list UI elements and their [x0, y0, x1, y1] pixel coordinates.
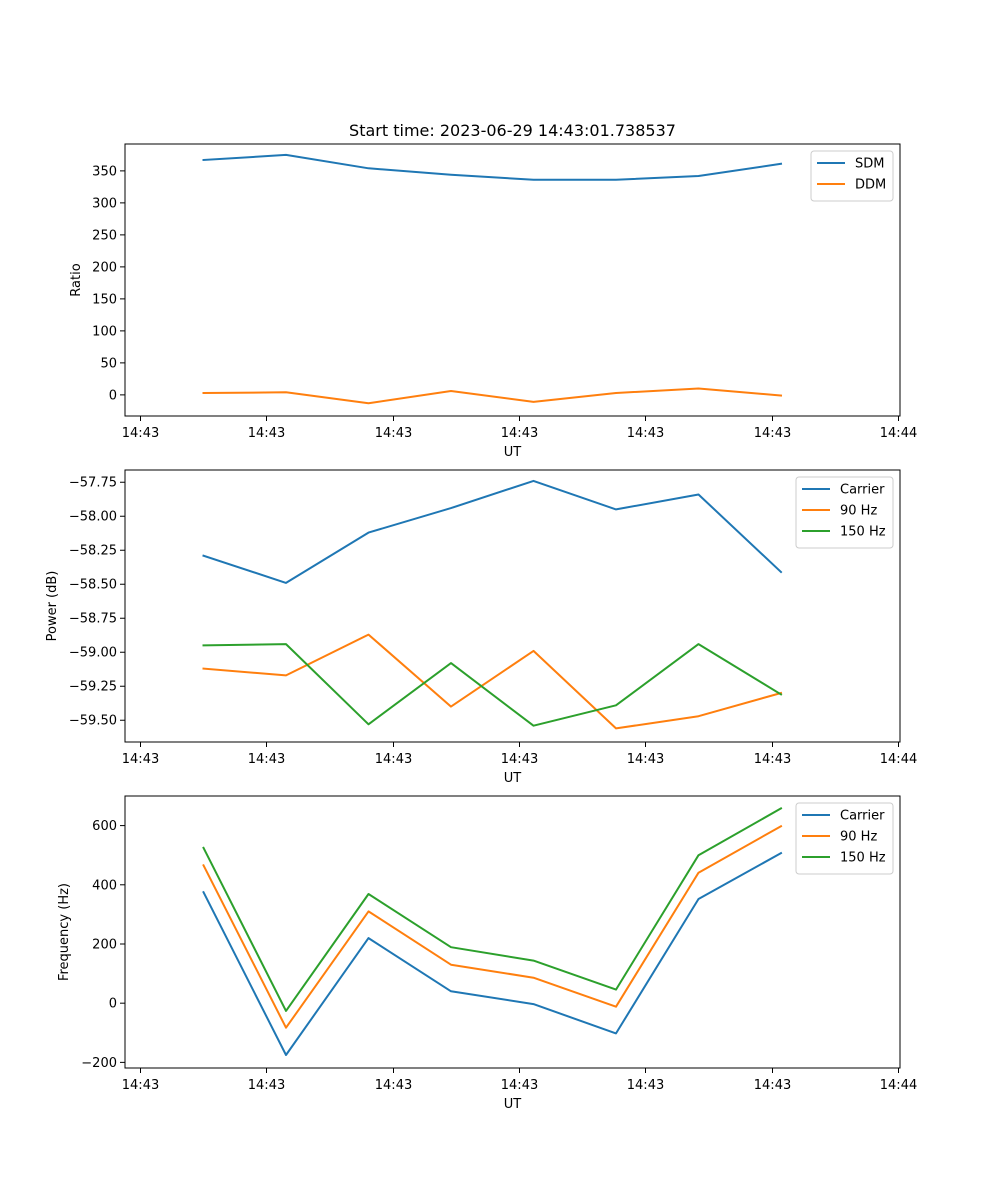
legend: SDM DDM	[810, 150, 894, 202]
x-tick-label: 14:43	[754, 752, 791, 767]
y-tick-label: −57.75	[69, 476, 117, 491]
y-tick-label: 50	[100, 356, 117, 371]
series-line-150-hz	[202, 643, 783, 727]
x-tick-label: 14:43	[627, 426, 664, 441]
y-tick-label: −59.25	[69, 680, 117, 695]
x-tick-label: 14:43	[627, 1078, 664, 1093]
y-tick-label: −59.00	[69, 646, 117, 661]
x-axis-label: UT	[504, 445, 522, 460]
legend-label: 150 Hz	[840, 525, 886, 540]
x-tick-label: 14:43	[122, 1078, 159, 1093]
x-tick-label: 14:44	[880, 752, 917, 767]
series-line-sdm	[202, 153, 783, 181]
y-tick-label: −58.75	[69, 612, 117, 627]
x-axis-label: UT	[504, 771, 522, 786]
x-tick-label: 14:43	[627, 752, 664, 767]
x-tick-label: 14:43	[501, 426, 538, 441]
x-tick-label: 14:43	[375, 426, 412, 441]
legend-label: Carrier	[840, 483, 885, 498]
axes-frame	[124, 795, 901, 1069]
chart-panel-1: 14:43 14:43 14:43 14:43 14:43 14:43 14:44 0 50 10…	[69, 143, 917, 460]
y-tick-label: 300	[92, 196, 117, 211]
y-tick-label: 400	[92, 878, 117, 893]
x-tick-label: 14:43	[248, 752, 285, 767]
y-tick-label: −200	[81, 1056, 117, 1071]
x-tick-label: 14:43	[375, 1078, 412, 1093]
x-tick-label: 14:43	[375, 752, 412, 767]
y-tick-label: 0	[109, 997, 117, 1012]
legend: Carrier 90 Hz 150 Hz	[795, 802, 894, 875]
y-tick-label: 350	[92, 164, 117, 179]
series-line-carrier	[202, 851, 783, 1056]
y-tick-label: 250	[92, 228, 117, 243]
x-tick-label: 14:43	[122, 426, 159, 441]
legend-label: 90 Hz	[840, 504, 877, 519]
y-axis-label: Ratio	[69, 263, 84, 296]
y-tick-label: −59.50	[69, 714, 117, 729]
y-tick-label: 150	[92, 292, 117, 307]
y-axis-label: Frequency (Hz)	[57, 883, 72, 981]
y-tick-label: 200	[92, 937, 117, 952]
y-tick-label: −58.00	[69, 510, 117, 525]
legend-label: 150 Hz	[840, 851, 886, 866]
legend: Carrier 90 Hz 150 Hz	[795, 476, 894, 549]
x-tick-label: 14:43	[501, 1078, 538, 1093]
axes-frame	[124, 469, 901, 743]
y-tick-label: 200	[92, 260, 117, 275]
x-tick-label: 14:43	[754, 1078, 791, 1093]
chart-panel-3: 14:43 14:43 14:43 14:43 14:43 14:43 14:44 −200 0…	[57, 795, 917, 1112]
chart-panel-2: 14:43 14:43 14:43 14:43 14:43 14:43 14:44 −57.7…	[45, 469, 917, 786]
x-tick-label: 14:43	[122, 752, 159, 767]
legend-label: SDM	[855, 157, 884, 172]
series-line-90-hz	[202, 824, 783, 1029]
y-tick-label: 100	[92, 324, 117, 339]
y-tick-label: −58.50	[69, 578, 117, 593]
series-line-carrier	[202, 479, 783, 584]
legend-label: DDM	[855, 178, 886, 193]
series-line-150-hz	[202, 807, 783, 1012]
legend-label: Carrier	[840, 809, 885, 824]
x-tick-label: 14:43	[248, 426, 285, 441]
x-axis-label: UT	[504, 1097, 522, 1112]
x-tick-label: 14:44	[880, 1078, 917, 1093]
axes-frame	[124, 143, 901, 417]
series-line-90-hz	[202, 633, 783, 730]
legend-label: 90 Hz	[840, 830, 877, 845]
y-tick-label: 600	[92, 819, 117, 834]
x-tick-label: 14:43	[501, 752, 538, 767]
y-tick-label: 0	[109, 388, 117, 403]
y-axis-label: Power (dB)	[45, 571, 60, 642]
x-tick-label: 14:43	[248, 1078, 285, 1093]
x-tick-label: 14:43	[754, 426, 791, 441]
series-line-ddm	[202, 387, 783, 405]
x-tick-label: 14:44	[880, 426, 917, 441]
chart-title: Start time: 2023-06-29 14:43:01.738537	[349, 121, 676, 140]
y-tick-label: −58.25	[69, 544, 117, 559]
